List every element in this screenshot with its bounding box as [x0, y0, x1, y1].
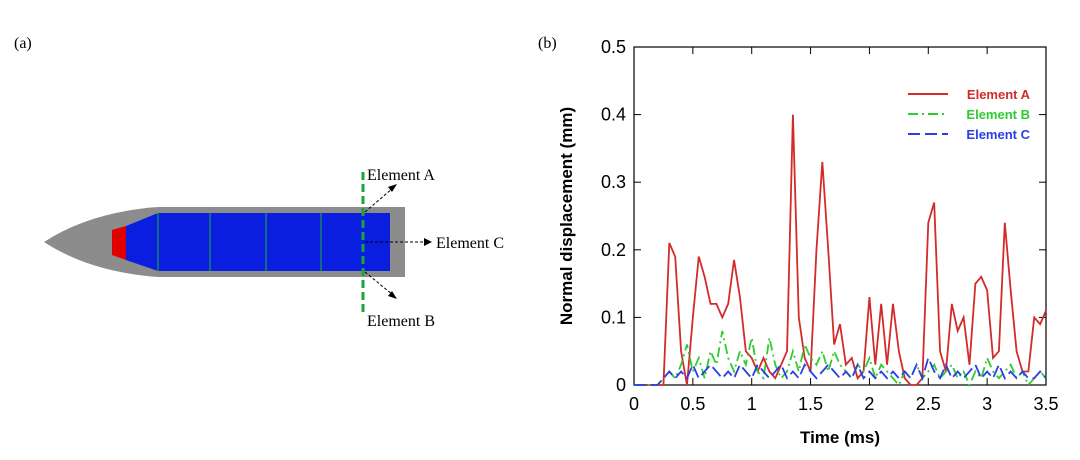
plot-frame	[633, 46, 1047, 386]
x-tick-label: 0	[629, 394, 639, 414]
segment-lines	[157, 213, 322, 271]
element-label: Element C	[436, 235, 504, 252]
panel-label: (a)	[14, 35, 32, 52]
legend-label: Element C	[966, 127, 1030, 142]
x-tick-label: 3.5	[1033, 394, 1058, 414]
x-tick-label: 2.5	[916, 394, 941, 414]
y-axis-label: Normal displacement (mm)	[557, 107, 576, 325]
tip	[112, 226, 126, 260]
projectile-diagram: Element A Element C Element B	[44, 167, 504, 330]
legend-label: Element A	[967, 87, 1031, 102]
series-line	[634, 355, 1047, 386]
element-label: Element B	[367, 313, 435, 330]
core	[126, 213, 390, 271]
y-tick-label: 0	[616, 375, 626, 395]
legend-label: Element B	[966, 107, 1030, 122]
y-tick-label: 0.2	[601, 240, 626, 260]
x-axis-label: Time (ms)	[800, 428, 880, 447]
chart: 0 0.1 0.2 0.3 0.4 0.5 0 0.5 1 1.5 2 2.5 3 3.5 Time (ms…	[557, 37, 1059, 447]
x-tick-label: 1	[747, 394, 757, 414]
y-tick-label: 0.1	[601, 307, 626, 327]
y-tick-label: 0.3	[601, 172, 626, 192]
x-tick-label: 0.5	[680, 394, 705, 414]
y-tick-label: 0.5	[601, 37, 626, 57]
series-line	[634, 330, 1047, 388]
arrows	[364, 187, 427, 296]
y-tick-label: 0.4	[601, 105, 626, 125]
series-line	[634, 114, 1047, 386]
element-label: Element A	[367, 167, 435, 184]
panel-label: (b)	[538, 35, 557, 52]
x-tick-label: 3	[982, 394, 992, 414]
x-tick-label: 2	[864, 394, 874, 414]
x-tick-label: 1.5	[798, 394, 823, 414]
